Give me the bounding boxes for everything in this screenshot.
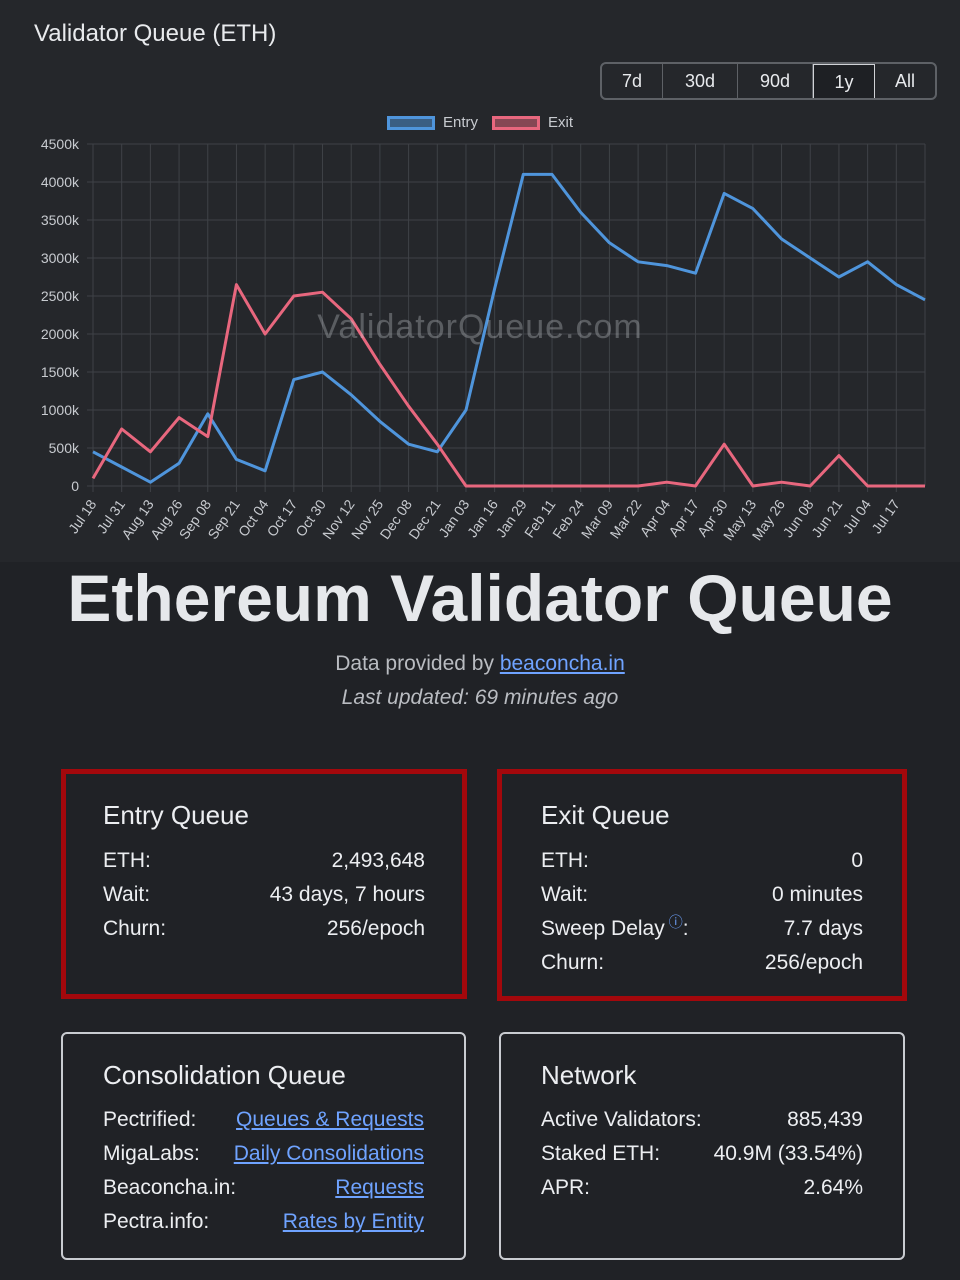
entry-churn-value: 256/epoch <box>326 917 425 940</box>
exit-churn-label: Churn: <box>541 951 605 974</box>
exit-queue-title: Exit Queue <box>541 800 670 830</box>
exit-sweep-label: Sweep Delay <box>541 917 665 940</box>
consolidation-row-pectrified: Pectrified: Queues & Requests <box>103 1108 424 1132</box>
exit-wait-row: Wait: 0 minutes <box>541 883 863 907</box>
apr-value: 2.64% <box>803 1176 863 1199</box>
beaconchain-requests-link[interactable]: Requests <box>335 1176 424 1199</box>
consolidation-queue-card: Consolidation Queue Pectrified: Queues &… <box>61 1032 466 1260</box>
pectrified-link[interactable]: Queues & Requests <box>236 1108 424 1131</box>
beaconchain-link[interactable]: beaconcha.in <box>499 652 625 675</box>
data-source: Data provided by beaconcha.in <box>0 652 960 676</box>
range-button-90d[interactable]: 90d <box>738 64 813 98</box>
chart-title: Validator Queue (ETH) <box>34 20 277 47</box>
y-tick-label: 2500k <box>41 288 80 304</box>
legend-entry[interactable]: Entry <box>386 114 478 131</box>
entry-queue-card: Entry Queue ETH: 2,493,648 Wait: 43 days… <box>61 769 467 999</box>
entry-churn-row: Churn: 256/epoch <box>103 917 425 941</box>
exit-churn-value: 256/epoch <box>764 951 863 974</box>
exit-wait-value: 0 minutes <box>771 883 863 906</box>
range-button-all[interactable]: All <box>894 71 915 91</box>
x-tick-label: Jul 04 <box>840 496 875 536</box>
range-button-1y[interactable]: 1y <box>813 64 875 98</box>
entry-eth-value: 2,493,648 <box>331 849 425 872</box>
migalabs-link[interactable]: Daily Consolidations <box>233 1142 424 1165</box>
entry-eth-label: ETH: <box>103 849 151 872</box>
y-tick-label: 500k <box>49 440 80 456</box>
series-line-exit <box>91 283 925 488</box>
y-tick-label: 3000k <box>41 250 80 266</box>
pectra-link[interactable]: Rates by Entity <box>282 1210 424 1233</box>
chart-panel: Validator Queue (ETH) 7d 30d 90d 1y All … <box>0 0 960 562</box>
network-validators-row: Active Validators: 885,439 <box>541 1108 863 1132</box>
legend-entry-swatch <box>386 115 435 130</box>
chart-legend: Entry Exit <box>0 114 960 131</box>
x-tick-label: Jul 18 <box>65 496 100 536</box>
range-selector: 7d 30d 90d 1y All <box>600 62 937 100</box>
series-line-entry <box>92 172 926 484</box>
network-staked-row: Staked ETH: 40.9M (33.54%) <box>541 1142 863 1166</box>
exit-sweep-value: 7.7 days <box>783 917 863 940</box>
active-validators-label: Active Validators: <box>541 1108 702 1131</box>
exit-eth-value: 0 <box>851 849 863 872</box>
network-apr-row: APR: 2.64% <box>541 1176 863 1200</box>
y-tick-label: 3500k <box>41 212 80 228</box>
pectra-label: Pectra.info: <box>103 1210 210 1233</box>
network-card: Network Active Validators: 885,439 Stake… <box>499 1032 905 1260</box>
exit-wait-label: Wait: <box>541 883 589 906</box>
legend-exit[interactable]: Exit <box>492 114 573 131</box>
exit-sweep-colon: : <box>682 917 689 940</box>
exit-queue-card: Exit Queue ETH: 0 Wait: 0 minutes Sweep … <box>497 769 907 1001</box>
staked-eth-label: Staked ETH: <box>541 1142 661 1165</box>
data-source-prefix: Data provided by <box>335 652 494 675</box>
x-tick-label: Mar 22 <box>606 496 644 541</box>
legend-exit-label: Exit <box>548 114 574 131</box>
x-tick-label: Jun 21 <box>808 496 845 540</box>
entry-eth-row: ETH: 2,493,648 <box>103 849 425 873</box>
migalabs-label: MigaLabs: <box>103 1142 200 1165</box>
exit-eth-row: ETH: 0 <box>541 849 863 873</box>
exit-churn-row: Churn: 256/epoch <box>541 951 863 975</box>
consolidation-row-migalabs: MigaLabs: Daily Consolidations <box>103 1142 424 1166</box>
y-tick-label: 1000k <box>41 402 80 418</box>
consolidation-row-pectra: Pectra.info: Rates by Entity <box>103 1210 424 1234</box>
y-tick-label: 4500k <box>41 136 80 152</box>
exit-sweep-label-group: Sweep Delay ⓘ: <box>541 914 689 941</box>
entry-wait-value: 43 days, 7 hours <box>269 883 425 906</box>
staked-eth-value: 40.9M (33.54%) <box>713 1142 863 1165</box>
network-title: Network <box>541 1060 637 1090</box>
line-chart: 0 500k 1000k 1500k 2000k 2500k 3000k 3500k 4000k… <box>41 136 926 543</box>
consolidation-queue-title: Consolidation Queue <box>103 1060 346 1090</box>
range-button-30d[interactable]: 30d <box>663 64 738 98</box>
pectrified-label: Pectrified: <box>103 1108 197 1131</box>
last-updated: Last updated: 69 minutes ago <box>341 686 619 709</box>
entry-queue-title: Entry Queue <box>103 800 249 830</box>
y-tick-label: 4000k <box>41 174 80 190</box>
info-icon[interactable]: ⓘ <box>668 914 683 930</box>
page-title: Ethereum Validator Queue <box>67 561 893 635</box>
beaconchain-label: Beaconcha.in: <box>103 1176 237 1199</box>
legend-entry-label: Entry <box>442 114 478 131</box>
range-button-7d[interactable]: 7d <box>602 64 663 98</box>
y-tick-label: 0 <box>71 478 79 494</box>
entry-wait-label: Wait: <box>103 883 151 906</box>
y-tick-label: 1500k <box>41 364 80 380</box>
apr-label: APR: <box>541 1176 591 1199</box>
consolidation-row-beaconchain: Beaconcha.in: Requests <box>103 1176 424 1200</box>
active-validators-value: 885,439 <box>787 1108 863 1131</box>
entry-churn-label: Churn: <box>103 917 167 940</box>
y-tick-label: 2000k <box>41 326 80 342</box>
exit-sweep-row: Sweep Delay ⓘ: 7.7 days <box>541 914 863 941</box>
exit-eth-label: ETH: <box>541 849 589 872</box>
entry-wait-row: Wait: 43 days, 7 hours <box>103 883 425 907</box>
legend-exit-swatch <box>492 115 540 130</box>
x-tick-label: Jul 17 <box>868 496 903 536</box>
